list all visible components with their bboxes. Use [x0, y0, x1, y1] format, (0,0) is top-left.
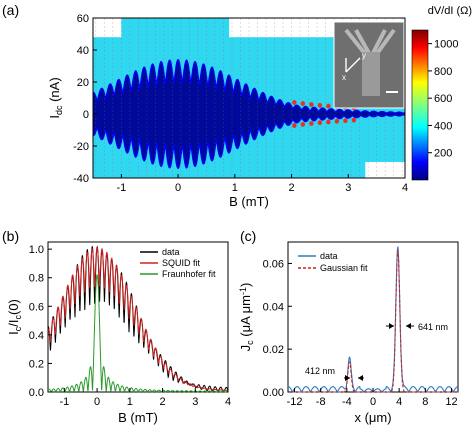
- colorbar-tick-label: 400: [434, 120, 452, 132]
- y-tick-label: 1.0: [29, 244, 44, 256]
- legend-label-data: data: [162, 247, 180, 257]
- switching-peak: [334, 118, 340, 124]
- x-tick-label: 0: [370, 396, 376, 408]
- switching-peak: [326, 103, 331, 109]
- switching-peak: [309, 102, 314, 107]
- y-tick-label: 0.06: [263, 258, 284, 270]
- x-tick-label: 2: [159, 396, 165, 408]
- x-axis-label: B (mT): [118, 410, 158, 425]
- x-tick-label: 4: [402, 182, 408, 194]
- panel-label-b: (b): [2, 228, 20, 244]
- x-tick-label: 0: [175, 182, 181, 194]
- y-tick-label: -20: [73, 141, 89, 153]
- y-axis-label: Jc (μA μm-1): [238, 283, 255, 352]
- x-tick-label: -1: [59, 396, 69, 408]
- y-tick-label: 0.6: [29, 301, 44, 313]
- x-tick-label: -8: [316, 396, 326, 408]
- x-tick-label: 12: [445, 396, 457, 408]
- y-tick-label: -40: [73, 173, 89, 185]
- switching-peak: [343, 118, 348, 124]
- x-tick-label: 0: [94, 396, 100, 408]
- y-tick-label: 0.00: [263, 387, 284, 399]
- legend-label-fraunhofer: Fraunhofer fit: [162, 269, 216, 279]
- x-tick-label: 8: [422, 396, 428, 408]
- inset-label-y: y: [362, 51, 366, 60]
- y-tick-label: 0.0: [29, 387, 44, 399]
- x-tick-label: 1: [127, 396, 133, 408]
- colorbar-gradient: [411, 29, 429, 181]
- fwhm-annotation-641: 641 nm: [386, 322, 448, 332]
- colorbar-tick-label: 600: [434, 93, 452, 105]
- x-tick-label: -4: [342, 396, 352, 408]
- colorbar-tick-label: 1000: [434, 39, 458, 51]
- inset-axis-arrow-y: [345, 57, 361, 73]
- series-squid-fit-line: [47, 247, 228, 391]
- x-tick-label: 3: [192, 396, 198, 408]
- sample-image-inset: y x: [333, 21, 405, 109]
- switching-peak: [317, 120, 323, 126]
- x-tick-label: 4: [396, 396, 402, 408]
- y-tick-label: 60: [77, 13, 89, 25]
- x-tick-label: 4: [225, 396, 231, 408]
- x-tick-label: 3: [345, 182, 351, 194]
- panel-label-c: (c): [240, 228, 257, 244]
- colorbar: dV/dI (Ω) 200 400 600 800 1000: [411, 5, 472, 181]
- switching-peak: [351, 117, 357, 123]
- x-tick-label: 2: [288, 182, 294, 194]
- fwhm-label-412: 412 nm: [305, 366, 335, 376]
- y-tick-label: 0: [83, 109, 89, 121]
- series-fraunhofer-fit-line: [47, 274, 228, 394]
- switching-peak: [300, 122, 306, 127]
- y-tick-label: 0.02: [263, 344, 284, 356]
- legend-label-data-c: data: [320, 251, 338, 261]
- switching-peak: [326, 119, 331, 125]
- colorbar-tick-label: 200: [434, 148, 452, 160]
- y-axis-label: Ic/Ic(0): [6, 299, 23, 335]
- y-tick-label: 0.2: [29, 358, 44, 370]
- y-tick-label: 40: [77, 45, 89, 57]
- legend-c: data Gaussian fit: [298, 251, 368, 273]
- y-axis-label: Idc (nA): [47, 77, 64, 118]
- legend-b: data SQUID fit Fraunhofer fit: [140, 247, 216, 279]
- x-tick-label: -12: [287, 396, 303, 408]
- legend-label-gaussian: Gaussian fit: [320, 263, 368, 273]
- x-axis-label: x (μm): [354, 410, 391, 425]
- inset-label-x: x: [342, 73, 346, 82]
- switching-peak: [300, 101, 306, 106]
- y-tick-label: 0.04: [263, 301, 284, 313]
- x-tick-label: -1: [116, 182, 126, 194]
- fwhm-annotation-412: 412 nm: [305, 366, 364, 381]
- heatmap-blank-region: [93, 18, 122, 38]
- switching-peak: [292, 123, 297, 128]
- y-tick-label: 20: [77, 77, 89, 89]
- colorbar-title: dV/dI (Ω): [428, 5, 472, 17]
- switching-peak: [317, 102, 323, 108]
- x-tick-label: 1: [232, 182, 238, 194]
- fwhm-label-641: 641 nm: [418, 322, 448, 332]
- panel-label-a: (a): [2, 2, 20, 18]
- y-tick-label: 0.4: [29, 330, 44, 342]
- x-axis-label: B (mT): [229, 194, 269, 209]
- switching-peak: [309, 121, 314, 126]
- switching-peak: [292, 100, 297, 105]
- colorbar-tick-label: 800: [434, 66, 452, 78]
- legend-label-squid: SQUID fit: [162, 258, 201, 268]
- y-tick-label: 0.8: [29, 273, 44, 285]
